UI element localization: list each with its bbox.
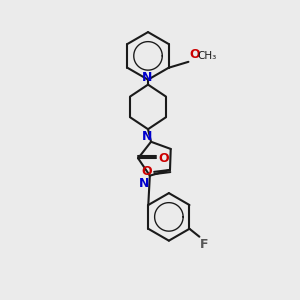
- Text: N: N: [142, 130, 152, 143]
- Text: F: F: [200, 238, 209, 251]
- Text: N: N: [142, 70, 152, 84]
- Text: N: N: [139, 177, 149, 190]
- Text: O: O: [158, 152, 169, 165]
- Text: O: O: [142, 165, 152, 178]
- Text: O: O: [189, 48, 200, 61]
- Text: CH₃: CH₃: [197, 51, 217, 61]
